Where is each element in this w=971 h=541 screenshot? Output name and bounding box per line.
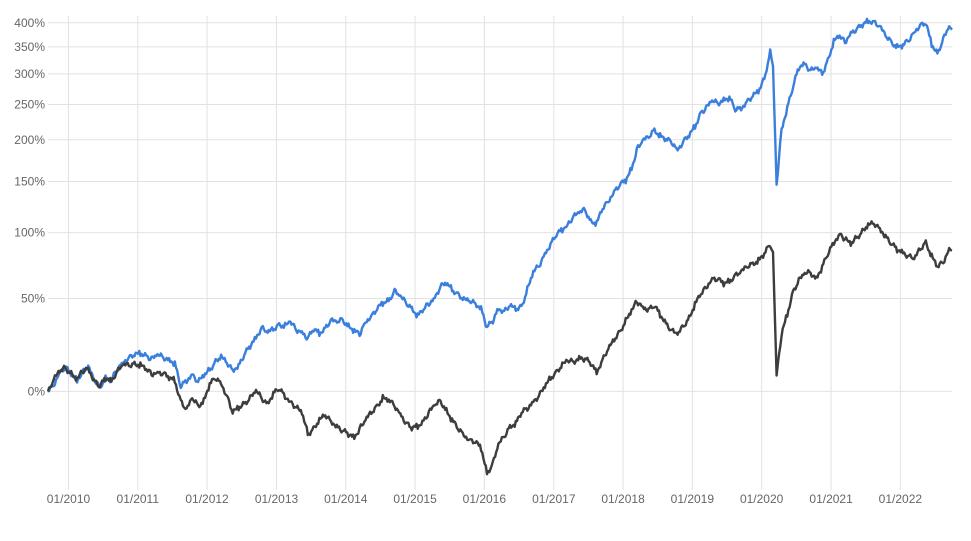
y-tick-label: 0% — [28, 384, 46, 398]
series-layer — [46, 17, 953, 476]
x-tick-label: 01/2012 — [185, 492, 229, 506]
y-tick-label: 150% — [14, 175, 45, 189]
series-line-2 — [46, 220, 953, 476]
x-tick-label: 01/2020 — [740, 492, 784, 506]
x-tick-label: 01/2022 — [879, 492, 923, 506]
x-tick-label: 01/2014 — [324, 492, 368, 506]
y-tick-label: 300% — [14, 67, 45, 81]
x-tick-label: 01/2011 — [117, 492, 160, 506]
x-tick-label: 01/2016 — [463, 492, 507, 506]
x-axis-tick-labels: 01/2010 01/2011 01/2012 01/2013 01/2014 01/20… — [47, 492, 923, 506]
x-tick-label: 01/2017 — [532, 492, 576, 506]
series-line-1 — [47, 17, 953, 393]
vertical-gridlines — [67, 16, 901, 490]
y-tick-label: 250% — [14, 97, 45, 111]
y-tick-label: 100% — [14, 226, 45, 240]
x-tick-label: 01/2013 — [255, 492, 299, 506]
x-tick-label: 01/2021 — [809, 492, 853, 506]
y-axis-tick-labels: 0% 50% 100% 150% 200% 250% 300% 350% 400% — [14, 16, 45, 399]
y-tick-label: 400% — [14, 16, 45, 30]
x-tick-label: 01/2010 — [47, 492, 91, 506]
horizontal-gridlines — [48, 22, 952, 392]
x-tick-label: 01/2019 — [671, 492, 715, 506]
y-tick-label: 50% — [21, 291, 45, 305]
y-tick-label: 350% — [14, 40, 45, 54]
x-tick-label: 01/2018 — [601, 492, 645, 506]
x-tick-label: 01/2015 — [393, 492, 437, 506]
y-tick-label: 200% — [14, 133, 45, 147]
